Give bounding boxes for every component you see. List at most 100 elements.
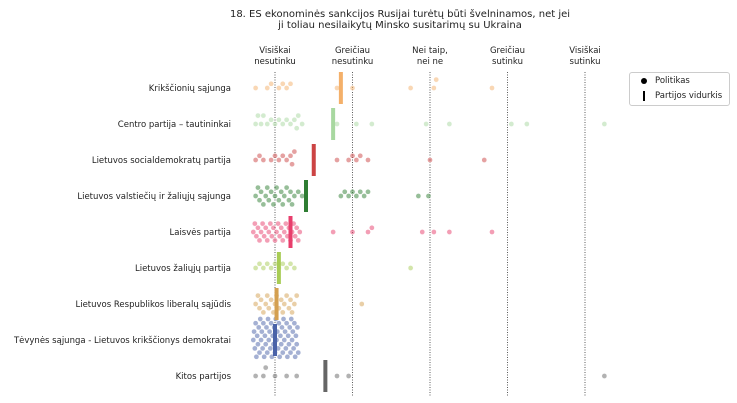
politician-point xyxy=(334,157,340,163)
legend-item-mean: Partijos vidurkis xyxy=(638,91,722,101)
politician-point xyxy=(263,324,270,331)
x-tick-label: Greičiau xyxy=(490,45,525,56)
y-tick-label: Lietuvos valstiečių ir žaliųjų sąjunga xyxy=(77,191,231,202)
politician-point xyxy=(295,237,302,244)
politician-point xyxy=(252,157,259,163)
politician-point xyxy=(256,197,263,204)
politician-point xyxy=(431,85,437,91)
politician-point xyxy=(260,265,267,271)
politician-point xyxy=(293,332,299,339)
x-tick-label: nesutinku xyxy=(254,57,296,67)
legend-label-politician: Politikas xyxy=(655,76,690,86)
politician-point xyxy=(341,188,348,195)
gridlines xyxy=(274,72,586,396)
politician-point xyxy=(272,193,278,199)
politician-point xyxy=(489,229,495,235)
politician-point xyxy=(260,309,267,316)
politician-point xyxy=(262,224,269,231)
politician-point xyxy=(281,301,288,307)
legend: Politikas Partijos vidurkis xyxy=(629,72,730,106)
politician-point xyxy=(365,188,371,195)
x-tick-label: sutinku xyxy=(570,57,601,67)
politician-point xyxy=(252,320,259,327)
politician-point xyxy=(431,229,437,235)
politician-point xyxy=(293,224,300,231)
politician-point xyxy=(272,237,278,244)
politician-point xyxy=(293,125,300,132)
politician-point xyxy=(276,353,283,360)
y-tick-label: Centro partija – tautininkai xyxy=(118,120,231,130)
politician-point xyxy=(289,328,296,335)
politician-point xyxy=(250,229,257,235)
politician-point xyxy=(272,260,278,267)
politician-point xyxy=(427,157,433,163)
politician-point xyxy=(287,80,294,87)
politician-point xyxy=(289,201,295,208)
politician-point xyxy=(415,193,422,199)
politician-point xyxy=(283,345,289,352)
politician-point xyxy=(349,152,356,159)
politician-point xyxy=(252,85,259,91)
politician-point xyxy=(288,316,295,322)
politician-point xyxy=(255,184,261,191)
politician-point xyxy=(256,260,263,267)
politician-point xyxy=(268,157,274,163)
politician-point xyxy=(369,121,375,127)
x-tick-label: Visiškai xyxy=(259,45,291,56)
politician-point xyxy=(264,349,271,356)
politician-point xyxy=(279,309,286,316)
politician-point xyxy=(278,188,285,195)
politician-point xyxy=(268,188,274,195)
y-tick-label: Kitos partijos xyxy=(176,372,232,382)
politician-point xyxy=(358,301,365,307)
politician-point xyxy=(283,373,290,379)
politician-point xyxy=(279,324,285,331)
y-tick-label: Lietuvos socialdemokratų partija xyxy=(92,156,231,166)
politician-point xyxy=(287,260,294,267)
politician-point xyxy=(257,316,264,322)
politician-point xyxy=(259,220,266,227)
politician-point xyxy=(291,193,298,199)
politician-point xyxy=(260,373,267,379)
politician-point xyxy=(265,197,272,204)
politician-point xyxy=(272,373,278,379)
legend-bar-icon xyxy=(643,91,645,101)
politician-point xyxy=(423,121,429,127)
politician-point xyxy=(255,292,261,299)
politician-point xyxy=(258,121,264,127)
politician-point xyxy=(260,201,267,208)
politician-point xyxy=(255,224,261,231)
y-tick-label: Laisvės partija xyxy=(170,228,232,238)
politician-point xyxy=(287,152,294,159)
politician-point xyxy=(256,305,263,312)
politician-point xyxy=(287,349,294,356)
politician-point xyxy=(287,296,294,303)
politician-point xyxy=(278,341,285,348)
politician-point xyxy=(261,353,267,360)
politician-point xyxy=(276,116,282,123)
politician-point xyxy=(295,349,302,356)
politician-point xyxy=(258,229,264,235)
politician-point xyxy=(250,337,257,343)
politician-point xyxy=(289,309,295,316)
politician-point xyxy=(253,233,260,240)
legend-item-politician: Politikas xyxy=(638,76,690,86)
politician-point xyxy=(286,341,292,348)
politician-point xyxy=(259,345,266,352)
politician-point xyxy=(273,184,280,191)
party-mean-bars xyxy=(273,72,343,392)
politician-point xyxy=(276,85,282,91)
politician-point xyxy=(276,157,282,163)
politician-point xyxy=(292,233,298,240)
politician-point xyxy=(291,116,298,123)
politician-point xyxy=(264,292,271,299)
politician-point xyxy=(264,85,271,91)
politician-point xyxy=(255,112,261,119)
politician-point xyxy=(258,188,264,195)
politician-point xyxy=(252,265,259,271)
politician-point xyxy=(264,237,271,244)
politician-point xyxy=(265,229,272,235)
politician-point xyxy=(286,197,292,204)
politician-point xyxy=(262,301,269,307)
politician-point xyxy=(281,337,288,343)
